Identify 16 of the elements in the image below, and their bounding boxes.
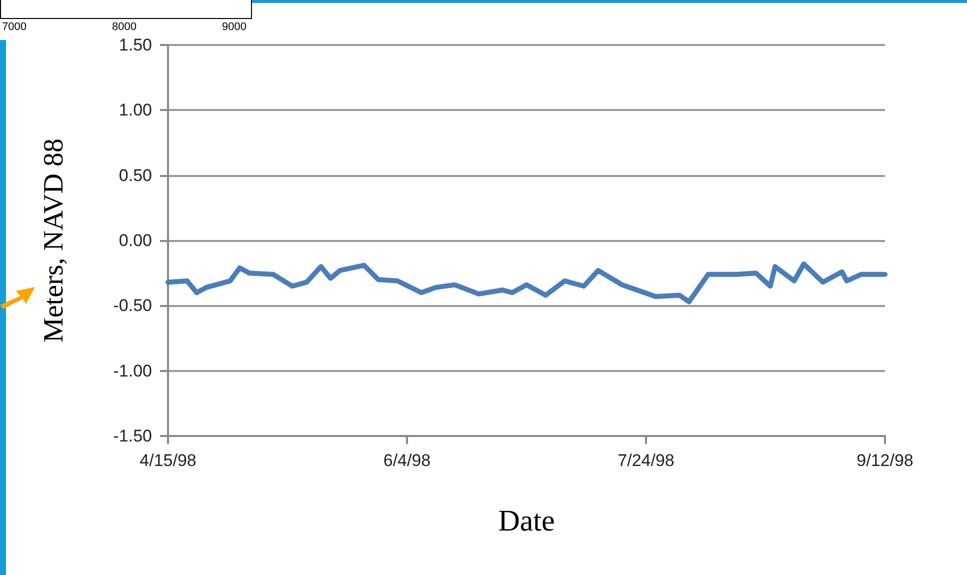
x-tick-label: 7/24/98 — [618, 451, 674, 470]
x-axis-title: Date — [498, 504, 555, 538]
x-tick-label: 9/12/98 — [856, 451, 914, 470]
y-tick-label: -1.00 — [113, 361, 152, 380]
x-tick-label: 6/4/98 — [383, 451, 431, 470]
text: 8000 — [112, 21, 136, 33]
text: 9000 — [222, 21, 246, 33]
y-tick-label: -1.50 — [113, 426, 152, 446]
y-tick-label: -0.50 — [113, 296, 152, 316]
text: 7000 — [2, 21, 26, 33]
y-axis-title: Meters, NAVD 88 — [38, 138, 70, 343]
y-tick-label: 0.50 — [118, 166, 152, 185]
y-tick-label: 0.00 — [118, 231, 152, 250]
x-tick-label: 4/15/98 — [140, 451, 196, 470]
y-tick-label: 1.50 — [118, 36, 152, 54]
y-tick-label: 1.00 — [118, 100, 152, 120]
